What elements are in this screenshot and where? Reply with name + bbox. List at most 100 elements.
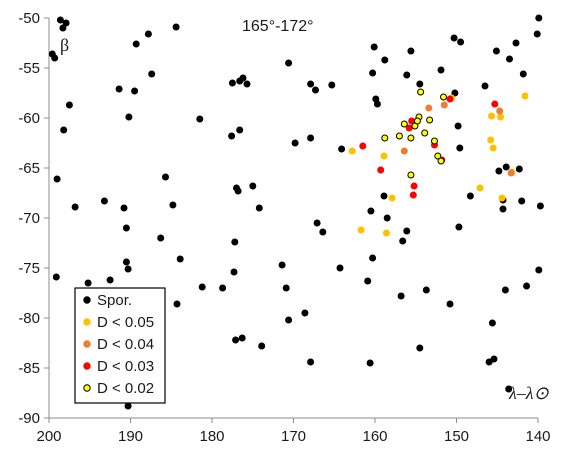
data-point	[492, 47, 500, 55]
y-tick-label: -70	[18, 210, 40, 227]
data-point	[53, 175, 61, 183]
data-point	[431, 137, 438, 145]
data-point	[84, 279, 92, 287]
data-point	[285, 59, 293, 67]
data-point	[476, 184, 484, 192]
data-point	[490, 355, 498, 363]
data-point	[523, 282, 531, 290]
data-point	[487, 136, 495, 144]
data-point	[407, 47, 415, 55]
data-point	[518, 197, 526, 205]
data-point	[407, 134, 415, 142]
data-point	[231, 238, 239, 246]
data-point	[421, 129, 429, 137]
data-point	[238, 334, 246, 342]
legend-label: Spor.	[97, 292, 132, 309]
data-point	[400, 120, 408, 128]
data-point	[56, 16, 64, 24]
data-point	[313, 219, 321, 227]
data-point	[307, 134, 315, 142]
data-point	[176, 255, 184, 263]
legend-label: D < 0.05	[97, 314, 154, 331]
data-point	[369, 69, 377, 77]
data-point	[383, 214, 391, 222]
data-point	[230, 268, 238, 276]
data-point	[498, 194, 506, 202]
data-point	[132, 40, 140, 48]
data-point	[106, 276, 114, 284]
data-point	[454, 122, 462, 130]
data-point	[485, 358, 493, 366]
data-point	[51, 54, 59, 62]
data-point	[521, 92, 529, 100]
data-point	[196, 115, 204, 123]
x-axis-label: λ–λ⊙	[508, 383, 550, 403]
data-point	[71, 203, 79, 211]
data-point	[357, 226, 365, 234]
data-point	[535, 266, 543, 274]
data-point	[122, 258, 130, 266]
data-point	[507, 169, 515, 177]
data-point	[437, 66, 445, 74]
x-tick-label: 160	[362, 428, 387, 445]
data-point	[380, 192, 388, 200]
data-point	[219, 284, 227, 292]
data-point	[60, 126, 68, 134]
data-point	[336, 264, 344, 272]
data-point	[338, 145, 346, 153]
legend-marker	[83, 362, 91, 370]
data-point	[450, 34, 458, 42]
y-axis-ticks: -50 -55 -60 -65 -70 -75 -80 -85 -90	[18, 10, 49, 427]
x-tick-label: 150	[444, 428, 469, 445]
legend-marker	[83, 340, 91, 348]
x-tick-label: 200	[36, 428, 61, 445]
data-point	[495, 167, 503, 175]
data-point	[198, 283, 206, 291]
legend-label: D < 0.03	[97, 358, 154, 375]
legend: Spor. D < 0.05 D < 0.04 D < 0.03 D < 0.02	[74, 287, 166, 404]
data-point	[144, 30, 152, 38]
data-point	[403, 227, 411, 235]
data-point	[157, 234, 165, 242]
data-point	[496, 107, 504, 115]
x-axis-ticks: 200 190 180 170 160 150 140	[36, 418, 551, 445]
data-point	[100, 197, 108, 205]
data-point	[243, 80, 251, 88]
legend-marker	[83, 384, 91, 392]
data-point	[234, 187, 242, 195]
data-point	[131, 87, 139, 95]
data-point	[62, 19, 70, 27]
data-point	[59, 24, 67, 32]
series-2	[400, 101, 515, 177]
data-point	[466, 192, 474, 200]
y-tick-label: -60	[18, 110, 40, 127]
data-point	[228, 79, 236, 87]
data-point	[409, 191, 417, 199]
data-point	[364, 277, 372, 285]
data-point	[434, 152, 442, 160]
data-point	[515, 165, 523, 173]
y-tick-label: -85	[18, 360, 40, 377]
data-point	[369, 254, 377, 262]
data-point	[417, 88, 425, 96]
data-point	[65, 101, 73, 109]
data-point	[307, 358, 315, 366]
data-point	[407, 171, 415, 179]
data-point	[440, 93, 447, 101]
data-point	[312, 86, 319, 94]
y-tick-label: -75	[18, 260, 40, 277]
data-point	[519, 70, 527, 78]
y-tick-label: -90	[18, 410, 40, 427]
data-point	[232, 336, 240, 344]
data-point	[425, 104, 433, 112]
data-point	[236, 126, 244, 134]
data-point	[282, 284, 290, 292]
data-point	[446, 95, 454, 103]
data-point	[173, 300, 181, 308]
data-point	[381, 134, 389, 142]
data-point	[413, 117, 421, 125]
data-point	[535, 14, 543, 22]
data-point	[228, 132, 236, 140]
data-point	[400, 147, 408, 155]
